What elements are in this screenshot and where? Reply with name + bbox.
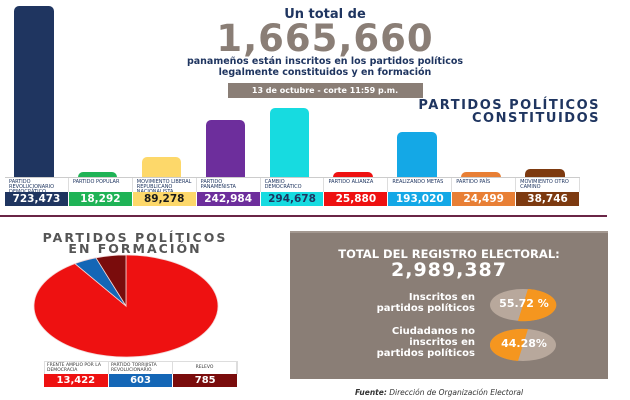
bar (397, 132, 437, 178)
formation-title-line1: PARTIDOS POLÍTICOS (42, 230, 228, 245)
bar-label: Partido Alianza (324, 178, 389, 192)
registry-title: TOTAL DEL REGISTRO ELECTORAL: (338, 247, 560, 261)
bar-label: Movimiento Otro Camino (516, 178, 581, 192)
stat-label-line: inscritos en (409, 337, 475, 348)
unregistered-pie-icon (489, 328, 556, 361)
bar-label: Realizando Metas (388, 178, 453, 192)
registry-total: 2,989,387 (391, 259, 507, 281)
formation-pie-chart (33, 254, 219, 358)
stat-label-line: Inscritos en (408, 292, 475, 303)
bar-value: 242,984 (196, 192, 261, 206)
bar (461, 172, 501, 178)
header: Un total de 1,665,660 panameños están in… (150, 8, 500, 98)
formation-title-line2: EN FORMACIÓN (68, 241, 202, 256)
bar-label: Cambio Democrático (261, 178, 325, 192)
bar-value: 193,020 (388, 192, 453, 206)
bar-value: 18,292 (68, 192, 133, 206)
formation-label: Relevo (173, 362, 237, 375)
bar (205, 120, 246, 178)
bar-label: Partido Panameñista (197, 178, 261, 192)
bar-value: 294,678 (260, 192, 325, 206)
bar (13, 6, 54, 178)
registry-panel: TOTAL DEL REGISTRO ELECTORAL: 2,989,387 … (290, 231, 608, 379)
formation-title: PARTIDOS POLÍTICOS EN FORMACIÓN (30, 230, 240, 256)
bar-label: Partido Popular (69, 178, 133, 192)
stat-registered-label: Inscritos en partidos políticos (377, 292, 475, 314)
pie-slice (95, 254, 127, 308)
header-description-1: panameños están inscritos en los partido… (186, 56, 464, 67)
bar (525, 169, 565, 178)
header-total: 1,665,660 (216, 17, 434, 60)
source-prefix: Fuente: (355, 388, 387, 397)
stat-unregistered-label: Ciudadanos no inscritos en partidos polí… (377, 326, 475, 359)
stat-unregistered-percent: 44.28% (501, 337, 547, 350)
header-subtitle: Un total de (284, 7, 366, 22)
bar (141, 157, 182, 178)
section-divider (0, 215, 607, 217)
bar-label: Partido Revolucionario Democrático (5, 178, 69, 195)
stat-label-line: partidos políticos (376, 303, 475, 314)
bar (333, 172, 373, 178)
bar-value: 89,278 (132, 192, 197, 206)
constituted-title-line1: PARTIDOS POLÍTICOS (418, 98, 600, 113)
source-note: Fuente: Dirección de Organización Electo… (355, 388, 523, 397)
source-text: Dirección de Organización Electoral (386, 388, 524, 397)
date-badge: 13 de octubre - corte 11:59 p.m. (227, 83, 423, 98)
formation-label: Frente Amplio por la Democracia (45, 362, 109, 375)
header-description-2: legalmente constituidos y en formación (218, 67, 432, 78)
bar-value: 38,746 (516, 192, 581, 206)
stat-registered-percent: 55.72 % (499, 297, 549, 310)
bar-label: Movimiento Liberal Republicano Nacionali… (133, 178, 197, 195)
bar-value: 24,499 (452, 192, 517, 206)
formation-value: 785 (173, 374, 239, 387)
registered-pie-icon (490, 289, 557, 322)
stat-label-line: Ciudadanos no (391, 326, 475, 337)
formation-label: Partido Torrijista Revolucionario (109, 362, 173, 375)
formation-value: 603 (108, 374, 174, 387)
bar-labels: Partido Revolucionario DemocráticoPartid… (5, 177, 581, 195)
stat-label-line: partidos políticos (376, 348, 475, 359)
bar-values: 723,473 18,292 89,278 242,984 294,678 25,880 1… (5, 192, 581, 206)
bar (269, 108, 310, 178)
constituted-title-line2: CONSTITUIDOS (471, 111, 600, 126)
bar-value: 723,473 (5, 192, 69, 206)
constituted-title: PARTIDOS POLÍTICOS CONSTITUIDOS (418, 99, 600, 125)
bar-chart (5, 0, 580, 178)
bar-label: Partido País (452, 178, 517, 192)
bar-value: 25,880 (324, 192, 389, 206)
bar (77, 172, 118, 178)
formation-values: 13,422 603 785 (44, 374, 239, 387)
formation-value: 13,422 (44, 374, 109, 387)
